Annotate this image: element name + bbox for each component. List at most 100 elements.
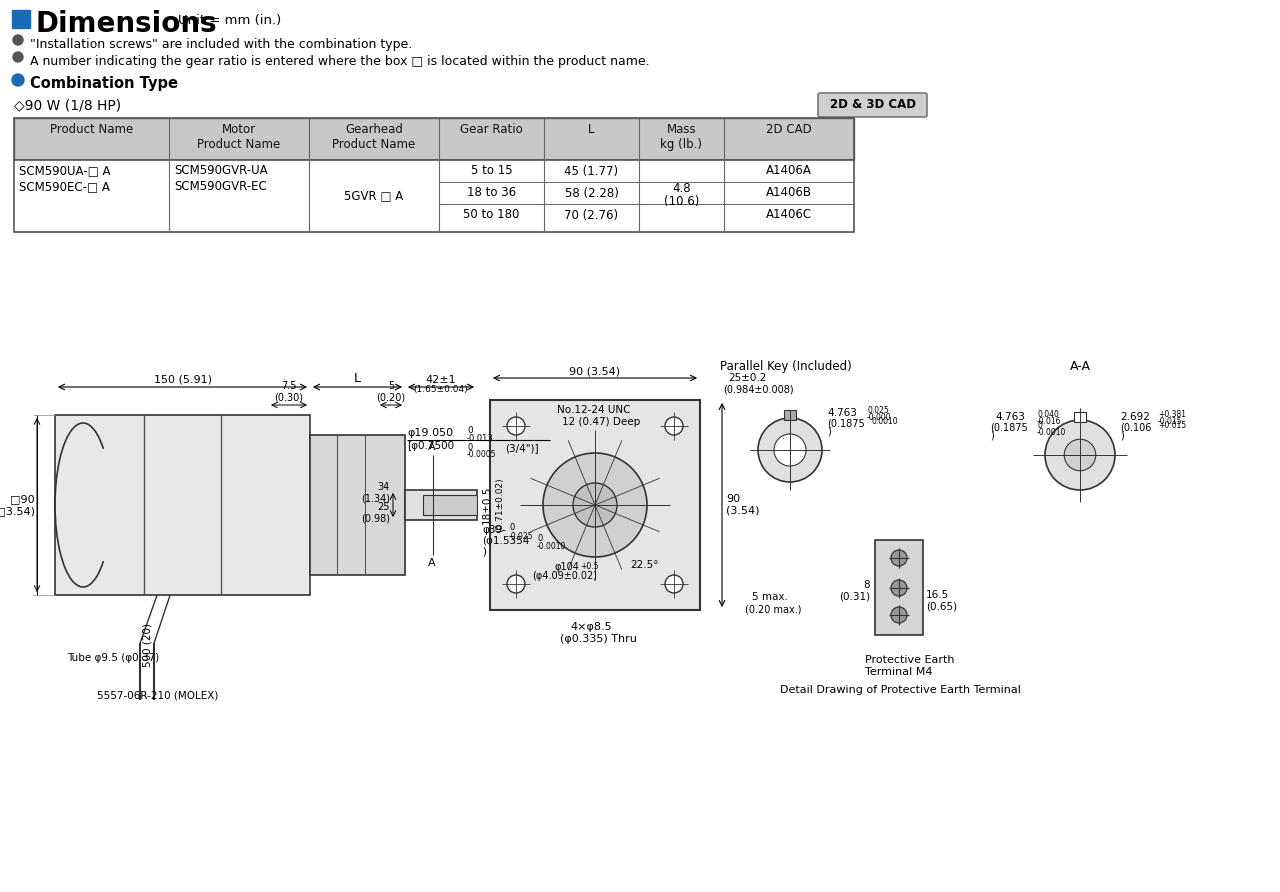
Text: SCM590EC-□ A: SCM590EC-□ A — [19, 180, 110, 193]
Bar — [490, 400, 700, 610]
Text: SCM590GVR-UA: SCM590GVR-UA — [174, 164, 268, 177]
Text: -0.013: -0.013 — [467, 434, 494, 443]
Circle shape — [758, 418, 822, 482]
Circle shape — [543, 453, 646, 557]
Text: 0: 0 — [467, 443, 472, 452]
Text: A1406C: A1406C — [765, 209, 812, 221]
Text: Terminal M4: Terminal M4 — [865, 667, 933, 677]
Text: 18±0.5: 18±0.5 — [483, 486, 492, 524]
Text: Gear Ratio: Gear Ratio — [460, 123, 522, 136]
Bar — [404, 490, 477, 520]
Bar — [55, 415, 310, 595]
Text: A-A: A-A — [1070, 360, 1091, 373]
Text: [φ0.7500: [φ0.7500 — [407, 441, 454, 451]
Text: -0.0005: -0.0005 — [467, 450, 497, 459]
Circle shape — [891, 607, 908, 623]
Text: 90
(3.54): 90 (3.54) — [726, 494, 759, 516]
Text: (φ0.335) Thru: (φ0.335) Thru — [561, 634, 637, 644]
Text: ): ) — [989, 431, 993, 441]
Text: -0.000: -0.000 — [867, 413, 892, 422]
Text: 500 (20): 500 (20) — [142, 623, 152, 667]
Text: (0.1875: (0.1875 — [827, 418, 865, 428]
Text: 5GVR □ A: 5GVR □ A — [344, 189, 403, 202]
Text: (1.65±0.04): (1.65±0.04) — [413, 385, 468, 394]
Text: (0.71±0.02): (0.71±0.02) — [495, 478, 504, 533]
Text: 2.692: 2.692 — [1120, 412, 1149, 422]
Text: Protective Earth: Protective Earth — [865, 655, 955, 665]
Text: 25±0.2: 25±0.2 — [728, 373, 767, 383]
Text: 2D CAD: 2D CAD — [767, 123, 812, 136]
Text: +0.5: +0.5 — [580, 562, 599, 571]
Text: No.12-24 UNC: No.12-24 UNC — [557, 405, 631, 415]
Text: 4.763: 4.763 — [995, 412, 1025, 422]
Text: 0.025: 0.025 — [867, 406, 888, 415]
Text: Gearhead
Product Name: Gearhead Product Name — [333, 123, 416, 151]
Circle shape — [891, 580, 908, 596]
Text: 58 (2.28): 58 (2.28) — [564, 186, 618, 200]
Text: +0.015: +0.015 — [1158, 421, 1187, 430]
Text: (φ4.09±0.02): (φ4.09±0.02) — [532, 571, 598, 581]
Text: 150 (5.91): 150 (5.91) — [154, 375, 211, 385]
Text: SCM590GVR-EC: SCM590GVR-EC — [174, 180, 266, 193]
Text: +0.381: +0.381 — [1158, 410, 1187, 419]
Text: 45 (1.77): 45 (1.77) — [564, 164, 618, 178]
Text: (0.20 max.): (0.20 max.) — [745, 604, 801, 614]
Circle shape — [1064, 439, 1096, 471]
Circle shape — [1044, 420, 1115, 490]
Text: Unit = mm (in.): Unit = mm (in.) — [178, 14, 282, 27]
Text: Combination Type: Combination Type — [29, 76, 178, 91]
Text: 5
(0.20): 5 (0.20) — [376, 382, 406, 403]
Text: 50 to 180: 50 to 180 — [463, 209, 520, 221]
Text: φ39-: φ39- — [483, 525, 506, 535]
Bar — [14, 118, 854, 160]
Text: SCM590UA-□ A: SCM590UA-□ A — [19, 164, 110, 177]
Text: 0: 0 — [467, 426, 472, 435]
Text: 0: 0 — [1037, 421, 1042, 430]
Bar — [422, 495, 477, 515]
Bar — [310, 435, 404, 575]
Text: 18 to 36: 18 to 36 — [467, 186, 516, 200]
Text: Tube φ9.5 (φ0.37): Tube φ9.5 (φ0.37) — [67, 653, 159, 663]
Text: 8
(0.31): 8 (0.31) — [838, 580, 870, 601]
Text: 70 (2.76): 70 (2.76) — [564, 209, 618, 221]
Text: 4.8: 4.8 — [672, 181, 691, 194]
Text: "Installation screws" are included with the combination type.: "Installation screws" are included with … — [29, 38, 412, 51]
Text: ): ) — [827, 427, 831, 437]
Text: 2D & 3D CAD: 2D & 3D CAD — [829, 98, 915, 111]
Text: L: L — [589, 123, 595, 136]
Text: A: A — [428, 558, 435, 568]
Text: A1406B: A1406B — [765, 186, 812, 200]
Bar — [876, 540, 923, 635]
Text: 0.040: 0.040 — [1037, 410, 1059, 419]
Text: -0.0010: -0.0010 — [538, 542, 566, 551]
Circle shape — [13, 52, 23, 62]
Circle shape — [507, 417, 525, 435]
Text: (0.1875: (0.1875 — [989, 422, 1028, 432]
Text: ◇90 W (1/8 HP): ◇90 W (1/8 HP) — [14, 98, 122, 112]
Circle shape — [666, 575, 684, 593]
Text: A: A — [428, 442, 435, 452]
Text: A1406A: A1406A — [765, 164, 812, 178]
Text: 12 (0.47) Deep: 12 (0.47) Deep — [562, 417, 640, 427]
Text: □90
(□3.54): □90 (□3.54) — [0, 494, 35, 516]
Text: A number indicating the gear ratio is entered where the box □ is located within : A number indicating the gear ratio is en… — [29, 55, 650, 68]
Text: 34
(1.34): 34 (1.34) — [361, 483, 390, 504]
Text: 4×φ8.5: 4×φ8.5 — [570, 622, 612, 632]
Text: -0.015: -0.015 — [1158, 417, 1183, 426]
Text: 4.763: 4.763 — [827, 408, 856, 418]
Text: 16.5
(0.65): 16.5 (0.65) — [925, 590, 957, 612]
Text: 42±1: 42±1 — [426, 375, 456, 385]
Circle shape — [13, 35, 23, 45]
Text: 0.0010: 0.0010 — [872, 417, 899, 426]
Bar — [12, 10, 29, 28]
Bar — [1074, 412, 1085, 422]
Text: 25
(0.98): 25 (0.98) — [361, 502, 390, 524]
Text: Product Name: Product Name — [50, 123, 133, 136]
Text: L: L — [355, 372, 361, 385]
Text: Parallel Key (Included): Parallel Key (Included) — [719, 360, 851, 373]
Text: ): ) — [483, 547, 486, 557]
Text: φ19.050: φ19.050 — [407, 428, 453, 438]
Circle shape — [12, 74, 24, 86]
Text: (0.984±0.008): (0.984±0.008) — [723, 384, 794, 394]
Text: -0.016: -0.016 — [1037, 417, 1061, 426]
